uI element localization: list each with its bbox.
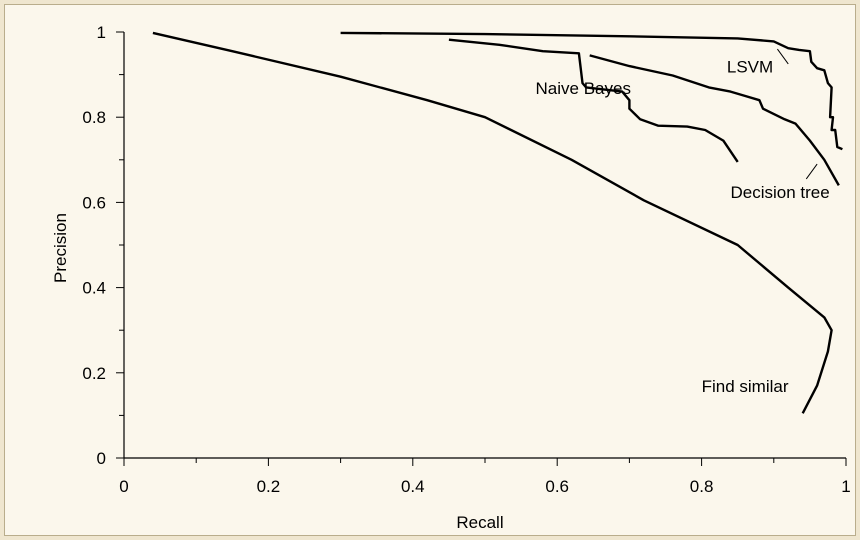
series-line-decision-tree (589, 54, 840, 186)
leader-line (777, 48, 789, 65)
y-tick-label: 0.4 (82, 279, 106, 298)
x-tick-label: 0.2 (257, 477, 281, 496)
y-tick-label: 0 (97, 449, 106, 468)
x-tick-label: 0.4 (401, 477, 425, 496)
label-find-similar: Find similar (702, 377, 789, 396)
leader-line (805, 163, 818, 180)
label-decision-tree: Decision tree (730, 183, 829, 202)
x-tick-label: 0.8 (690, 477, 714, 496)
x-tick-label: 0 (119, 477, 128, 496)
series-lines (152, 31, 843, 414)
label-naive-bayes: Naive Bayes (536, 79, 631, 98)
series-line-find-similar (152, 31, 833, 414)
series-labels: LSVM Naive Bayes Decision tree Find similar (536, 48, 830, 396)
chart-frame (4, 4, 856, 536)
y-tick-label: 1 (97, 23, 106, 42)
x-axis-title: Recall (456, 513, 503, 532)
y-tick-label: 0.2 (82, 364, 106, 383)
ticks: 0 0.2 0.4 0.6 0.8 1 0 0.2 0.4 0.6 0.8 1 (82, 23, 850, 496)
label-lsvm: LSVM (727, 57, 773, 76)
series-line-lsvm (340, 31, 843, 151)
y-tick-label: 0.6 (82, 193, 106, 212)
x-tick-label: 0.6 (545, 477, 569, 496)
y-tick-label: 0.8 (82, 108, 106, 127)
series-line-naive-bayes (448, 38, 739, 163)
y-axis-title: Precision (51, 213, 70, 283)
x-tick-label: 1 (841, 477, 850, 496)
